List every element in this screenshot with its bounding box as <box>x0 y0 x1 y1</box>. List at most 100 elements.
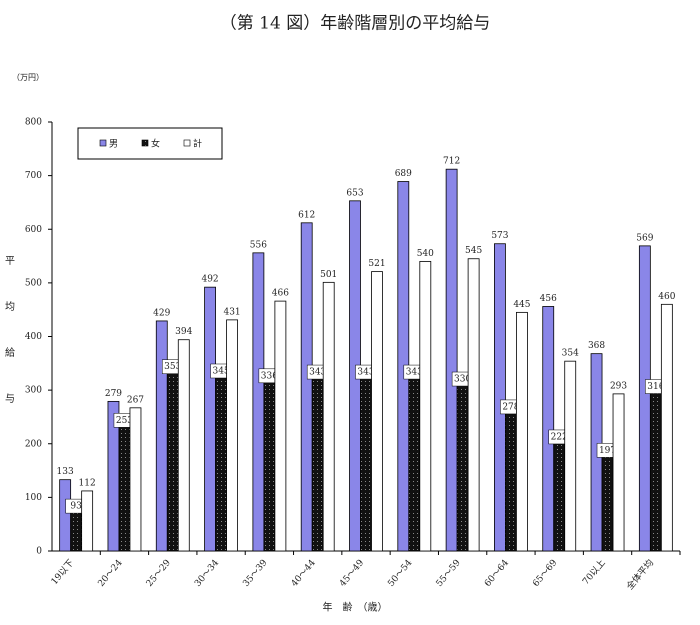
value-label: 253 <box>116 416 133 426</box>
bar <box>371 271 383 552</box>
bar <box>118 414 131 552</box>
bar <box>445 168 458 552</box>
chart-title: （第 14 図）年齢階層別の平均給与 <box>220 14 490 34</box>
value-label: 267 <box>127 395 144 405</box>
value-label: 278 <box>502 402 519 412</box>
value-label: 569 <box>636 233 653 243</box>
y-axis-label: 平均給与 <box>3 255 15 439</box>
bar <box>360 366 372 552</box>
value-label: 612 <box>298 210 315 220</box>
value-label: 293 <box>610 381 627 391</box>
bar <box>456 373 469 552</box>
x-tick-label: 60～64 <box>483 558 511 589</box>
bar <box>204 286 216 552</box>
bar <box>660 303 673 552</box>
value-label: 279 <box>105 389 122 399</box>
x-tick-label: 45～49 <box>338 558 366 589</box>
value-label: 345 <box>212 366 229 376</box>
bar <box>516 311 528 552</box>
value-label: 501 <box>320 270 337 280</box>
bar <box>553 431 566 552</box>
value-label: 133 <box>57 467 74 477</box>
y-tick-label: 500 <box>25 278 42 288</box>
bar <box>542 306 555 552</box>
value-label: 573 <box>491 231 508 241</box>
y-tick-label: 100 <box>25 493 42 503</box>
value-label: 456 <box>540 294 557 304</box>
legend-swatch <box>141 139 149 147</box>
x-tick-label: 20～24 <box>97 558 125 589</box>
x-axis-label: 年 齢 （歳） <box>323 601 388 614</box>
bar <box>311 366 324 552</box>
value-label: 521 <box>368 259 385 269</box>
x-tick-label: 70以上 <box>580 557 607 587</box>
value-label: 445 <box>513 300 530 310</box>
x-tick-label: 50～54 <box>386 558 414 589</box>
y-tick-label: 800 <box>25 118 42 128</box>
bar <box>215 365 227 552</box>
y-tick-label: 0 <box>36 547 42 557</box>
bar <box>612 393 625 552</box>
bar <box>226 319 238 552</box>
x-tick-label: 全体平均 <box>624 557 656 592</box>
bar <box>505 401 517 552</box>
x-tick-label: 65～69 <box>531 558 559 589</box>
x-tick-label: 25～29 <box>145 558 173 589</box>
bar <box>601 444 614 552</box>
bar <box>81 490 94 552</box>
bar <box>59 479 72 552</box>
value-label: 368 <box>588 341 605 351</box>
value-label: 353 <box>164 362 181 372</box>
value-label: 93 <box>70 502 82 512</box>
y-tick-label: 200 <box>25 439 42 449</box>
value-label: 689 <box>395 169 412 179</box>
value-label: 343 <box>309 368 326 378</box>
legend-swatch <box>183 139 191 147</box>
bar <box>638 245 651 552</box>
value-label: 712 <box>443 157 460 167</box>
bar <box>649 381 662 552</box>
bar <box>322 281 335 552</box>
value-label: 336 <box>261 371 278 381</box>
legend-label: 計 <box>193 138 202 150</box>
bar <box>494 243 506 552</box>
y-tick-label: 300 <box>25 386 42 396</box>
legend-label: 女 <box>151 138 160 150</box>
legend-label: 男 <box>109 139 118 150</box>
value-label: 492 <box>201 275 218 285</box>
bar <box>263 370 276 552</box>
value-label: 343 <box>357 368 374 378</box>
unit-label: （万円） <box>12 73 44 82</box>
value-label: 545 <box>465 246 482 256</box>
x-tick-label: 30～34 <box>193 558 221 589</box>
value-label: 112 <box>79 478 96 488</box>
legend-swatch <box>99 139 107 147</box>
value-label: 466 <box>272 289 289 299</box>
legend-box <box>77 127 223 160</box>
x-tick-label: 55～59 <box>435 558 463 589</box>
bar <box>129 407 142 552</box>
x-tick-label: 35～39 <box>241 558 269 589</box>
value-label: 653 <box>346 188 363 198</box>
value-label: 222 <box>551 432 568 442</box>
value-label: 429 <box>153 308 170 318</box>
value-label: 343 <box>406 368 423 378</box>
value-label: 354 <box>562 349 579 359</box>
value-label: 460 <box>658 292 675 302</box>
value-label: 431 <box>223 307 240 317</box>
bar <box>467 258 480 552</box>
bar <box>177 339 190 552</box>
value-label: 330 <box>454 375 471 385</box>
bar <box>166 361 179 552</box>
y-tick-label: 400 <box>25 332 42 342</box>
bar <box>419 261 432 552</box>
y-tick-label: 600 <box>25 225 42 235</box>
bar <box>274 300 287 552</box>
y-tick-label: 700 <box>25 171 42 181</box>
bar <box>564 360 577 552</box>
value-label: 197 <box>599 446 616 456</box>
bar <box>155 320 168 552</box>
value-label: 394 <box>175 327 192 337</box>
